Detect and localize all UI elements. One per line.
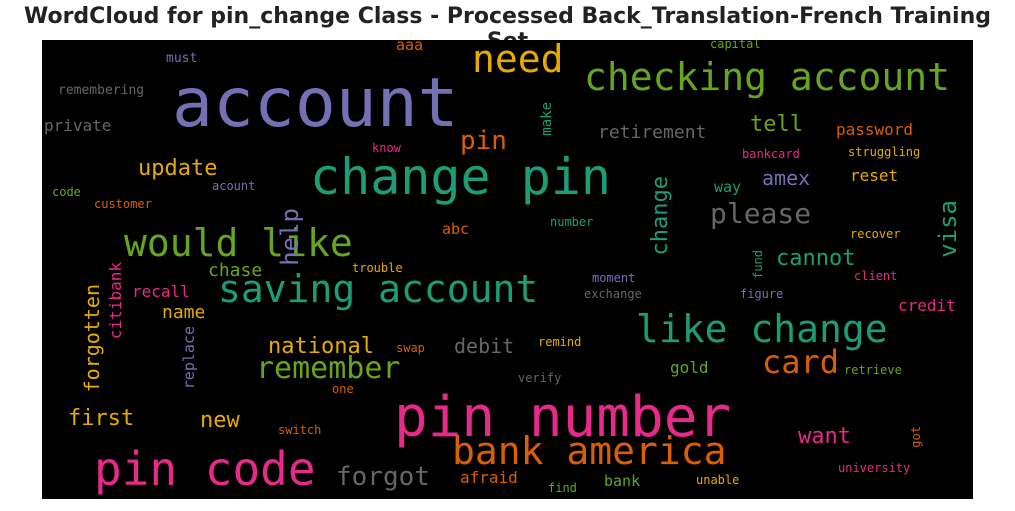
word-help: help [276, 208, 304, 266]
word-replace: replace [180, 326, 198, 390]
word-exchange: exchange [584, 287, 642, 301]
word-private: private [44, 116, 112, 135]
word-name: name [162, 302, 206, 323]
word-university: university [838, 461, 911, 475]
word-bank-america: bank america [452, 429, 727, 473]
word-card: card [762, 343, 840, 381]
word-bankcard: bankcard [742, 147, 800, 161]
word-please: please [710, 197, 812, 230]
word-verify: verify [518, 371, 562, 385]
word-national: national [268, 334, 374, 359]
word-must: must [166, 51, 198, 66]
word-got: got [909, 426, 923, 448]
word-debit: debit [454, 334, 515, 358]
word-customer: customer [94, 197, 152, 211]
word-cannot: cannot [776, 246, 856, 271]
word-change: change [648, 176, 673, 256]
word-want: want [798, 424, 851, 449]
word-retirement: retirement [598, 122, 707, 143]
word-trouble: trouble [352, 261, 403, 275]
word-first: first [68, 406, 135, 431]
word-recover: recover [850, 227, 901, 241]
word-need: need [472, 40, 564, 81]
word-switch: switch [278, 423, 322, 437]
word-recall: recall [132, 282, 190, 301]
word-would-like: would like [124, 221, 353, 265]
word-new: new [200, 408, 240, 433]
word-forgot: forgot [336, 462, 430, 492]
word-remembering: remembering [58, 83, 145, 98]
word-know: know [372, 141, 401, 155]
word-fund: fund [751, 250, 765, 279]
word-aaa: aaa [396, 40, 424, 54]
word-capital: capital [710, 40, 761, 51]
word-code: code [52, 185, 81, 199]
word-citibank: citibank [106, 262, 125, 340]
word-like-change: like change [636, 307, 888, 351]
word-reset: reset [850, 166, 899, 185]
word-pin-code: pin code [94, 442, 316, 496]
word-tell: tell [750, 112, 803, 137]
word-credit: credit [898, 296, 956, 315]
word-remember: remember [256, 351, 401, 386]
word-acount: acount [212, 179, 256, 193]
word-moment: moment [592, 271, 636, 285]
word-account: account [172, 64, 459, 143]
word-figure: figure [740, 287, 784, 301]
word-checking-account: checking account [584, 55, 951, 99]
word-remind: remind [538, 335, 582, 349]
word-gold: gold [670, 358, 709, 377]
word-client: client [854, 269, 898, 283]
word-abc: abc [442, 220, 470, 238]
word-way: way [714, 178, 742, 196]
word-amex: amex [762, 166, 811, 190]
word-number: number [550, 215, 594, 229]
word-update: update [138, 156, 218, 181]
word-saving-account: saving account [218, 267, 539, 311]
word-swap: swap [396, 341, 425, 355]
word-one: one [332, 382, 354, 396]
word-forgotten: forgotten [80, 284, 104, 393]
word-pin: pin [460, 126, 507, 156]
word-pin-number: pin number [394, 385, 732, 450]
word-retrieve: retrieve [844, 363, 902, 377]
chart-title: WordCloud for pin_change Class - Process… [23, 4, 992, 54]
word-make: make [539, 102, 555, 136]
word-afraid: afraid [460, 468, 518, 487]
word-password: password [836, 120, 914, 139]
word-struggling: struggling [848, 145, 921, 159]
word-bank: bank [604, 472, 641, 490]
wordcloud-canvas: account change pin pin number pin code check… [42, 40, 973, 499]
word-chase: chase [208, 260, 263, 281]
word-visa: visa [934, 200, 962, 258]
word-unable: unable [696, 473, 740, 487]
word-change-pin: change pin [310, 148, 612, 206]
word-find: find [548, 481, 577, 495]
